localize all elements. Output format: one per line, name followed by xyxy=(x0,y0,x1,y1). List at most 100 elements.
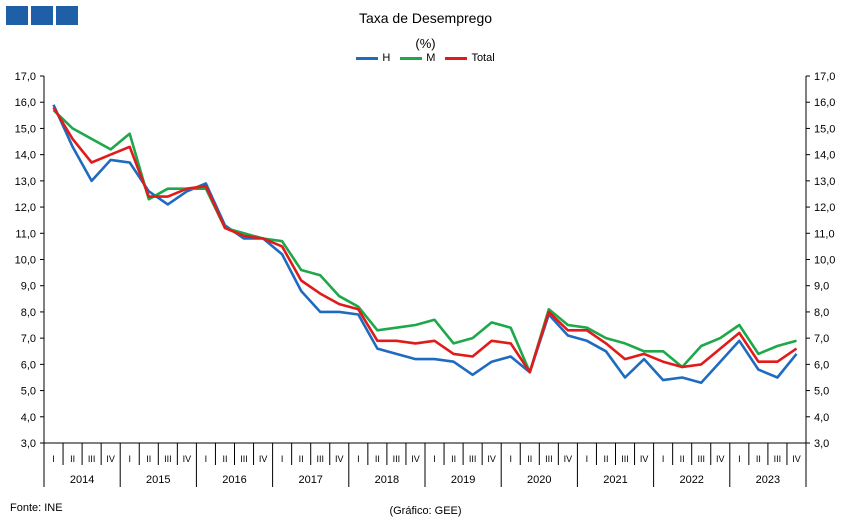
y-tick-label-left: 12,0 xyxy=(15,202,36,214)
legend-swatch-h xyxy=(356,56,379,60)
quarter-label: II xyxy=(451,454,456,464)
quarter-label: I xyxy=(738,454,741,464)
y-tick-label-right: 16,0 xyxy=(814,97,835,109)
logo-block xyxy=(6,6,28,25)
y-tick-label-right: 8,0 xyxy=(814,307,829,319)
y-tick-label-right: 3,0 xyxy=(814,438,829,450)
quarter-label: IV xyxy=(564,454,573,464)
chart-title: Taxa de Desemprego xyxy=(358,10,493,26)
y-tick-label-right: 7,0 xyxy=(814,333,829,345)
year-label: 2016 xyxy=(222,474,246,486)
y-tick-label-left: 17,0 xyxy=(15,71,36,83)
year-label: 2014 xyxy=(70,474,94,486)
quarter-label: I xyxy=(662,454,665,464)
chart-credit: (Gráfico: GEE) xyxy=(389,505,462,517)
quarter-label: III xyxy=(545,454,553,464)
y-tick-label-left: 15,0 xyxy=(15,123,36,135)
y-tick-label-right: 11,0 xyxy=(814,228,835,240)
quarter-label: I xyxy=(205,454,208,464)
quarter-label: I xyxy=(52,454,55,464)
legend-label-total: Total xyxy=(471,52,495,64)
y-tick-label-left: 7,0 xyxy=(21,333,36,345)
y-tick-label-left: 10,0 xyxy=(15,255,36,267)
quarter-label: II xyxy=(756,454,761,464)
source-note: Fonte: INE xyxy=(10,502,63,514)
year-label: 2015 xyxy=(146,474,170,486)
y-tick-label-right: 10,0 xyxy=(814,255,835,267)
y-tick-label-right: 5,0 xyxy=(814,386,829,398)
legend-swatch-total xyxy=(445,56,468,60)
quarter-label: IV xyxy=(183,454,192,464)
y-tick-label-right: 4,0 xyxy=(814,412,829,424)
quarter-label: III xyxy=(88,454,96,464)
legend-swatch-m xyxy=(400,56,423,60)
y-tick-label-left: 14,0 xyxy=(15,150,36,162)
chart-legend: H M Total xyxy=(0,52,851,64)
y-tick-label-left: 9,0 xyxy=(21,281,36,293)
quarter-label: II xyxy=(603,454,608,464)
y-tick-label-left: 4,0 xyxy=(21,412,36,424)
legend-label-m: M xyxy=(426,52,436,64)
y-tick-label-right: 14,0 xyxy=(814,150,835,162)
y-tick-label-right: 15,0 xyxy=(814,123,835,135)
y-tick-label-left: 3,0 xyxy=(21,438,36,450)
quarter-label: IV xyxy=(640,454,649,464)
year-label: 2021 xyxy=(603,474,627,486)
quarter-label: I xyxy=(433,454,436,464)
quarter-label: II xyxy=(299,454,304,464)
quarter-label: IV xyxy=(487,454,496,464)
quarter-label: II xyxy=(680,454,685,464)
series-line-total xyxy=(52,106,798,374)
y-tick-label-left: 11,0 xyxy=(15,228,36,240)
y-tick-label-right: 13,0 xyxy=(814,176,835,188)
quarter-label: IV xyxy=(716,454,725,464)
quarter-label: II xyxy=(527,454,532,464)
quarter-label: III xyxy=(393,454,401,464)
y-tick-label-left: 8,0 xyxy=(21,307,36,319)
quarter-label: II xyxy=(146,454,151,464)
quarter-label: IV xyxy=(335,454,344,464)
quarter-label: IV xyxy=(411,454,420,464)
quarter-label: I xyxy=(281,454,284,464)
quarter-label: III xyxy=(316,454,324,464)
y-tick-label-right: 9,0 xyxy=(814,281,829,293)
quarter-label: II xyxy=(375,454,380,464)
quarter-label: II xyxy=(222,454,227,464)
quarter-label: III xyxy=(697,454,705,464)
year-label: 2017 xyxy=(298,474,322,486)
year-label: 2022 xyxy=(679,474,703,486)
logo-block xyxy=(56,6,78,25)
y-tick-label-right: 17,0 xyxy=(814,71,835,83)
quarter-label: III xyxy=(240,454,248,464)
y-tick-label-left: 13,0 xyxy=(15,176,36,188)
year-label: 2023 xyxy=(756,474,780,486)
quarter-label: IV xyxy=(106,454,115,464)
logo-block xyxy=(31,6,53,25)
year-label: 2018 xyxy=(375,474,399,486)
legend-item-total: Total xyxy=(445,52,495,64)
quarter-label: III xyxy=(164,454,172,464)
quarter-label: IV xyxy=(259,454,268,464)
y-tick-label-left: 6,0 xyxy=(21,359,36,371)
brand-logo xyxy=(6,6,78,25)
quarter-label: III xyxy=(774,454,782,464)
quarter-label: I xyxy=(509,454,512,464)
legend-label-h: H xyxy=(382,52,391,64)
y-tick-label-right: 12,0 xyxy=(814,202,835,214)
chart-subtitle: (%) xyxy=(415,36,436,51)
series-line-h xyxy=(52,104,798,385)
quarter-label: I xyxy=(128,454,131,464)
quarter-label: III xyxy=(621,454,629,464)
y-tick-label-left: 5,0 xyxy=(21,386,36,398)
legend-item-h: H xyxy=(356,52,390,64)
year-label: 2020 xyxy=(527,474,551,486)
series-line-m xyxy=(52,109,797,374)
quarter-label: IV xyxy=(792,454,801,464)
quarter-label: I xyxy=(357,454,360,464)
quarter-label: I xyxy=(586,454,589,464)
quarter-label: III xyxy=(469,454,477,464)
year-label: 2019 xyxy=(451,474,475,486)
y-tick-label-right: 6,0 xyxy=(814,359,829,371)
legend-item-m: M xyxy=(400,52,435,64)
